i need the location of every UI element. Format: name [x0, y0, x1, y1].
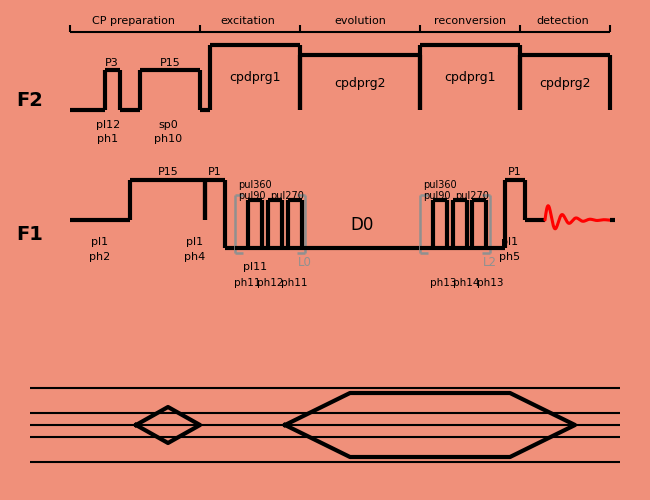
Text: ph13: ph13: [476, 278, 503, 288]
Text: pul360: pul360: [238, 180, 272, 190]
Text: pul90: pul90: [238, 191, 265, 201]
Text: P15: P15: [157, 167, 178, 177]
Text: ph1: ph1: [98, 134, 118, 144]
Text: ph4: ph4: [185, 252, 205, 262]
Text: P3: P3: [105, 58, 119, 68]
Text: excitation: excitation: [220, 16, 276, 26]
Text: cpdprg1: cpdprg1: [444, 72, 496, 85]
Text: pl12: pl12: [96, 120, 120, 130]
Text: CP preparation: CP preparation: [92, 16, 174, 26]
Text: pul90: pul90: [423, 191, 450, 201]
Text: reconversion: reconversion: [434, 16, 506, 26]
Text: pl1: pl1: [92, 237, 109, 247]
Text: ph14: ph14: [453, 278, 479, 288]
Text: cpdprg1: cpdprg1: [229, 72, 281, 85]
Text: cpdprg2: cpdprg2: [334, 76, 385, 90]
Text: ph10: ph10: [154, 134, 182, 144]
Text: pl1: pl1: [501, 237, 519, 247]
Text: P15: P15: [160, 58, 181, 68]
Text: F1: F1: [16, 226, 44, 244]
Text: ph11: ph11: [234, 278, 260, 288]
Text: pl11: pl11: [243, 262, 267, 272]
Text: D0: D0: [350, 216, 374, 234]
Text: pul360: pul360: [423, 180, 456, 190]
Text: ph2: ph2: [90, 252, 110, 262]
Text: ph11: ph11: [281, 278, 307, 288]
Text: L2: L2: [483, 256, 497, 269]
Text: evolution: evolution: [334, 16, 386, 26]
Text: pul270: pul270: [455, 191, 489, 201]
Text: detection: detection: [537, 16, 590, 26]
Text: cpdprg2: cpdprg2: [540, 76, 591, 90]
Text: F2: F2: [16, 90, 44, 110]
Text: ph5: ph5: [499, 252, 521, 262]
Text: pul270: pul270: [270, 191, 304, 201]
Text: ph13: ph13: [430, 278, 456, 288]
Text: L0: L0: [298, 256, 312, 269]
Text: P1: P1: [208, 167, 222, 177]
Text: pl1: pl1: [187, 237, 203, 247]
Text: ph12: ph12: [257, 278, 283, 288]
Text: sp0: sp0: [158, 120, 178, 130]
Text: P1: P1: [508, 167, 522, 177]
